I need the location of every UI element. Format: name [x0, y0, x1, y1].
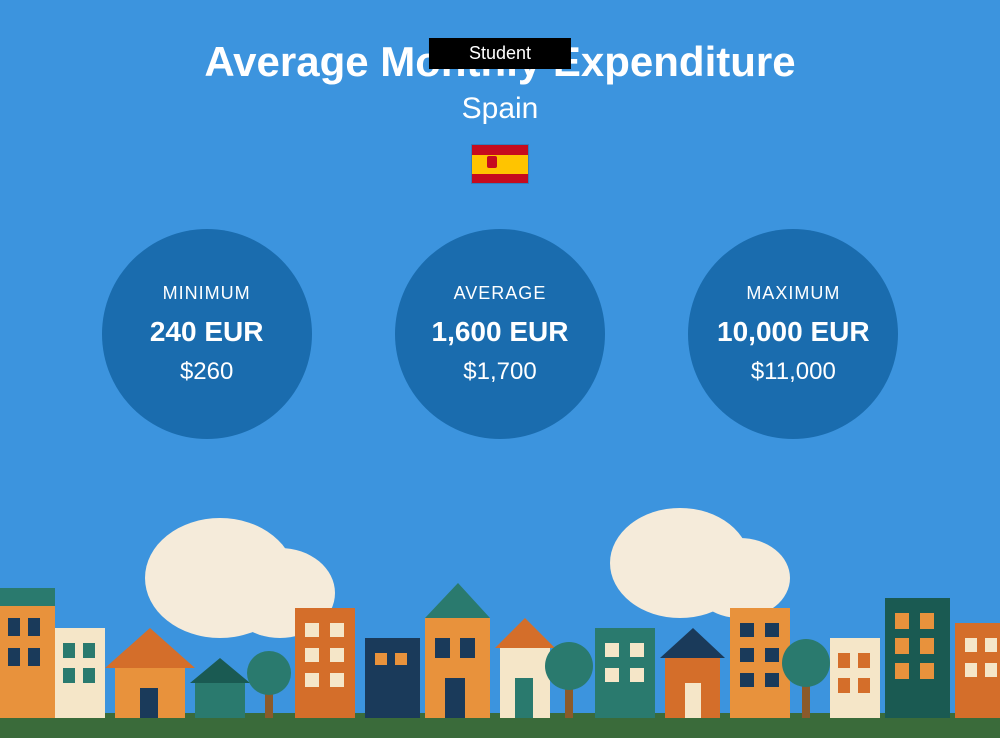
cityscape-illustration — [0, 508, 1000, 738]
stats-container: MINIMUM 240 EUR $260 AVERAGE 1,600 EUR $… — [0, 229, 1000, 439]
stat-value-usd: $260 — [180, 358, 233, 386]
stat-value-eur: 240 EUR — [150, 316, 264, 348]
flag-stripe — [472, 155, 528, 174]
stat-label: AVERAGE — [454, 283, 547, 304]
stat-circle-maximum: MAXIMUM 10,000 EUR $11,000 — [688, 229, 898, 439]
stat-label: MAXIMUM — [746, 283, 840, 304]
spain-flag-icon — [471, 144, 529, 184]
student-badge: Student — [429, 38, 571, 69]
stat-value-eur: 1,600 EUR — [432, 316, 569, 348]
stat-value-usd: $11,000 — [751, 358, 836, 386]
stat-circle-average: AVERAGE 1,600 EUR $1,700 — [395, 229, 605, 439]
flag-stripe — [472, 145, 528, 155]
page-subtitle: Spain — [0, 92, 1000, 126]
stat-value-eur: 10,000 EUR — [717, 316, 870, 348]
badge-label: Student — [469, 43, 531, 63]
stat-circle-minimum: MINIMUM 240 EUR $260 — [102, 229, 312, 439]
stat-label: MINIMUM — [163, 283, 251, 304]
flag-emblem — [487, 156, 497, 168]
stat-value-usd: $1,700 — [463, 358, 536, 386]
flag-stripe — [472, 174, 528, 184]
